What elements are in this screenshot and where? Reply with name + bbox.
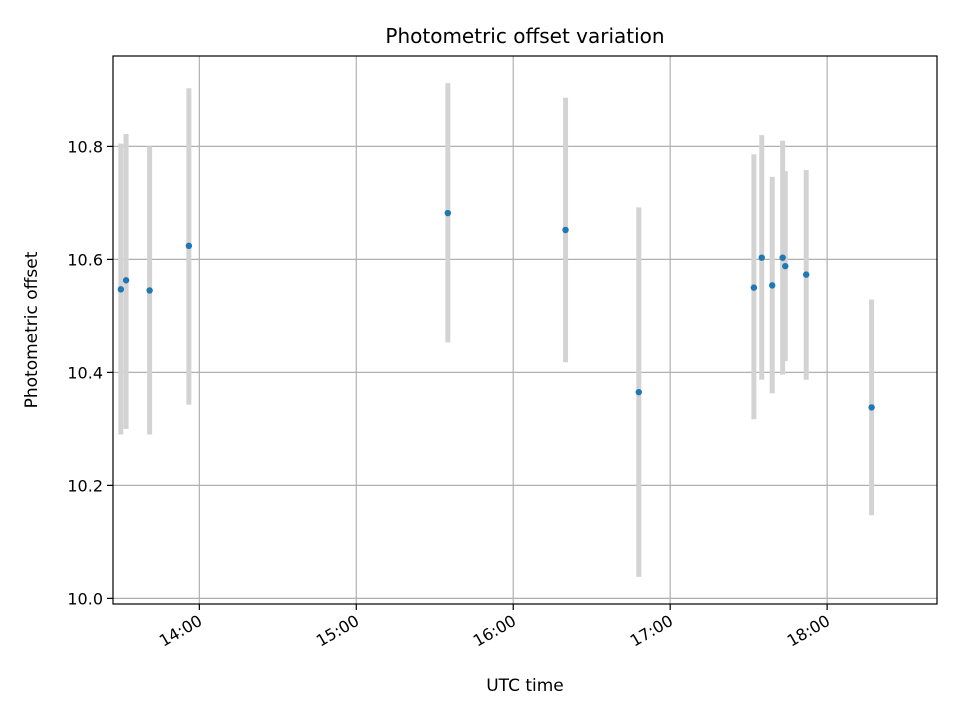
data-point [185,242,193,250]
data-point [635,388,642,396]
data-point [868,404,875,411]
y-tick-label: 10.2 [67,476,103,495]
data-point [769,282,776,289]
data-point [444,209,452,217]
data-point [122,277,130,284]
y-tick-label: 10.8 [67,137,103,156]
y-tick-label: 10.4 [67,363,103,382]
y-tick-label: 10.6 [67,250,103,269]
plot-frame [112,55,938,605]
data-point [779,254,786,261]
y-axis-ticks: 10.0 10.2 10.4 10.6 10.8 [67,137,113,608]
grid-lines [113,56,937,604]
data-point [117,286,125,293]
data-markers [117,209,875,411]
plot-area [113,56,937,604]
data-point [758,254,765,261]
data-point [146,287,153,294]
data-point [803,271,810,278]
chart-title: Photometric offset variation [385,24,664,48]
data-point [782,262,789,270]
y-tick-label: 10.0 [67,589,103,608]
y-axis-label: Photometric offset [22,251,42,408]
x-axis-label: UTC time [486,676,564,696]
data-point [750,284,758,291]
data-point [562,226,569,234]
